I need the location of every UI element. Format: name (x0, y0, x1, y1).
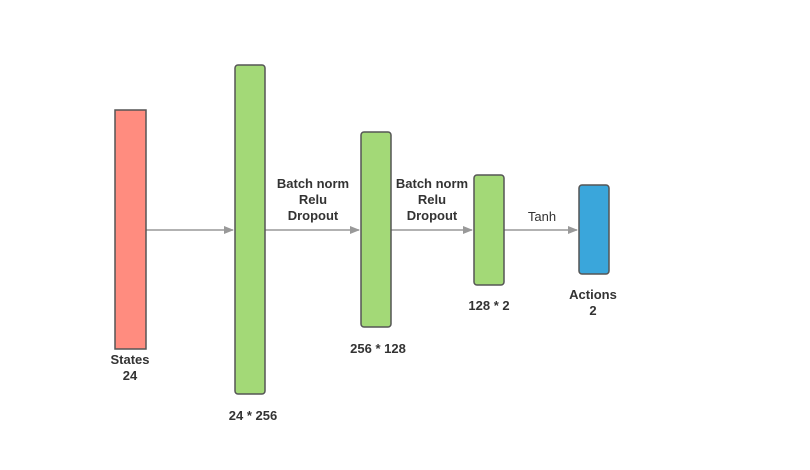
states-block (114, 109, 147, 350)
actions-label: Actions 2 (558, 287, 628, 319)
op-batch-norm: Batch norm (395, 176, 469, 191)
op-relu: Relu (417, 192, 447, 207)
layer2-label: 256 * 128 (350, 341, 406, 356)
actions-label-size: 2 (589, 303, 597, 318)
ops-layer1-to-layer2: Batch norm Relu Dropout (268, 176, 358, 224)
op-batch-norm: Batch norm (276, 176, 350, 191)
actions-label-name: Actions (569, 287, 617, 302)
actions-block (578, 184, 610, 275)
op-relu: Relu (298, 192, 328, 207)
ops-layer2-to-layer3: Batch norm Relu Dropout (387, 176, 477, 224)
layer3-block (473, 174, 505, 286)
states-label-name: States (110, 352, 150, 367)
op-dropout: Dropout (287, 208, 339, 223)
op-tanh: Tanh (527, 209, 557, 224)
states-label-size: 24 (122, 368, 138, 383)
layer2-block (360, 131, 392, 328)
layer3-label: 128 * 2 (468, 298, 510, 313)
states-label: States 24 (100, 352, 160, 384)
layer1-label: 24 * 256 (228, 408, 278, 423)
op-dropout: Dropout (406, 208, 458, 223)
ops-layer3-to-actions: Tanh (516, 209, 568, 225)
layer1-block (234, 64, 266, 395)
